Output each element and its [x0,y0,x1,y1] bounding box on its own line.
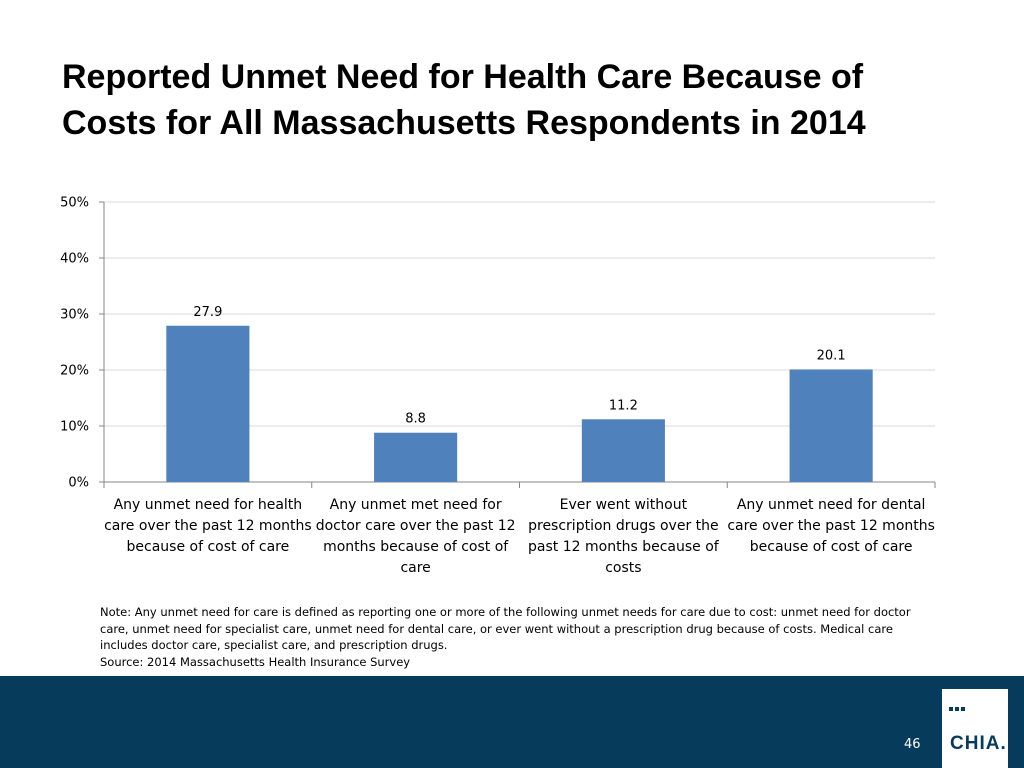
page-title-line-2: Costs for All Massachusetts Respondents … [62,104,866,142]
category-label-line: care over the past 12 months [727,518,935,534]
y-tick-label: 50% [60,196,89,211]
category-label: Any unmet need for health care over the p… [104,497,312,555]
category-label-line: Any unmet need for health [114,497,303,513]
page-number: 46 [904,737,921,752]
bar [789,369,873,482]
category-label-line: because of cost of care [127,539,290,555]
source-line: Source: 2014 Massachusetts Health Insura… [100,654,411,669]
note-line-3: includes doctor care, specialist care, a… [100,638,448,652]
chia-logo: CHIA. [942,689,1008,768]
category-label-line: Ever went without [560,497,688,513]
note-line-1: Note: Any unmet need for care is defined… [100,605,911,619]
bar [166,325,250,482]
y-tick-label: 0% [68,476,89,491]
category-label-line: care [400,560,430,576]
data-label: 20.1 [817,348,846,363]
bar [374,432,458,482]
category-label-line: Any unmet need for dental [737,497,926,513]
y-tick-label: 30% [60,308,89,323]
note-line-2: care, unmet need for specialist care, un… [100,621,893,636]
category-label-line: because of cost of care [750,539,913,555]
bar [581,419,665,482]
logo-text: CHIA. [950,733,1007,754]
category-label-line: Any unmet met need for [330,497,502,513]
y-tick-label: 10% [60,420,89,435]
data-label: 27.9 [193,305,222,320]
y-tick-label: 40% [60,252,89,267]
category-label-line: prescription drugs over the [528,518,719,534]
page-title-line-1: Reported Unmet Need for Health Care Beca… [62,58,864,96]
category-label-line: past 12 months because of [528,539,720,555]
bar-chart: 0% 10% 20% 30% 40% 50% 27.9 Any unmet need for … [60,196,936,576]
category-label: Any unmet need for dental care over the p… [727,497,935,555]
page-title: Reported Unmet Need for Health Care Beca… [62,54,982,146]
category-label-line: doctor care over the past 12 [316,518,516,534]
category-label-line: costs [605,560,641,576]
category-label-line: months because of cost of [323,539,509,555]
data-label: 11.2 [609,398,638,413]
footer-bar [0,676,1024,768]
chart-note: Note: Any unmet need for care is defined… [100,604,930,670]
data-label: 8.8 [405,412,426,427]
category-label: Ever went without prescription drugs over… [528,497,720,576]
category-label-line: care over the past 12 months [104,518,312,534]
category-label: Any unmet met need for doctor care over t… [316,497,516,576]
logo-dots-icon [949,698,967,716]
y-tick-label: 20% [60,364,89,379]
